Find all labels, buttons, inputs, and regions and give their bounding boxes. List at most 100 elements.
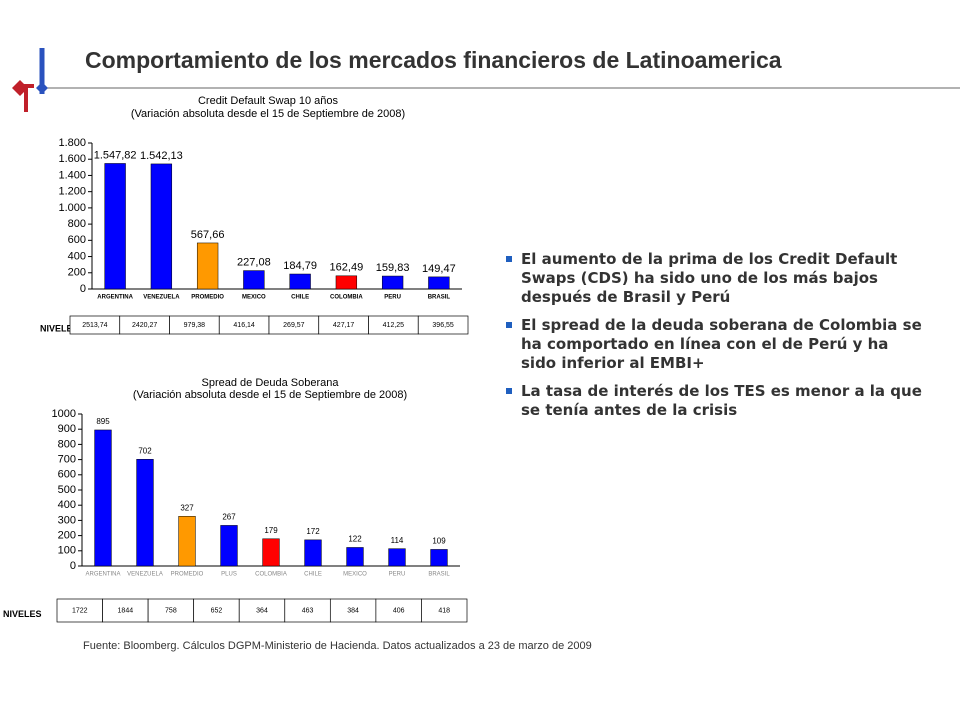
bar (388, 548, 406, 567)
bar (289, 273, 311, 290)
value-label: 114 (391, 536, 404, 545)
x-tick-label: VENEZUELA (127, 572, 163, 578)
y-tick-label: 900 (58, 423, 76, 435)
slide-title: Comportamiento de los mercados financier… (85, 47, 782, 73)
table-value: 758 (165, 607, 177, 614)
table-value: 416,14 (233, 322, 255, 329)
x-tick-label: MEXICO (242, 295, 266, 301)
table-value: 412,25 (383, 322, 405, 329)
bar (428, 276, 450, 290)
bar (150, 163, 173, 290)
bar (220, 525, 238, 567)
value-label: 895 (96, 417, 110, 426)
table-value: 364 (256, 607, 268, 614)
x-tick-label: PROMEDIO (191, 295, 224, 301)
x-tick-label: VENEZUELA (143, 295, 180, 301)
table-value: 427,17 (333, 322, 355, 329)
table-cell (421, 598, 468, 623)
logo-diamond-red (12, 80, 28, 96)
value-label: 162,49 (330, 262, 364, 274)
value-label: 1.547,82 (94, 149, 137, 161)
logo-diamond-blue (36, 82, 48, 94)
table-value: 418 (438, 607, 450, 614)
x-tick-label: ARGENTINA (85, 572, 120, 578)
y-tick-label: 1.800 (58, 137, 86, 149)
bar (335, 275, 358, 290)
y-tick-label: 1000 (52, 408, 76, 420)
y-tick-label: 600 (58, 469, 76, 481)
bar (381, 275, 404, 290)
x-tick-label: CHILE (291, 295, 309, 301)
table-value: 2513,74 (82, 322, 107, 329)
x-tick-label: ARGENTINA (97, 295, 133, 301)
table-value: 384 (347, 607, 359, 614)
x-tick-label: COLOMBIA (330, 295, 363, 301)
table-value: 463 (302, 607, 314, 614)
table-value: 652 (211, 607, 223, 614)
x-tick-label: BRASIL (428, 295, 451, 301)
table-value: 2420,27 (132, 322, 157, 329)
x-tick-label: COLOMBIA (255, 572, 287, 578)
table-cell (417, 315, 469, 335)
bar (104, 163, 126, 290)
value-label: 267 (222, 513, 236, 522)
y-tick-label: 0 (70, 560, 76, 572)
bar (346, 547, 364, 567)
y-tick-label: 1.600 (58, 153, 86, 165)
table-label: NIVELES (3, 609, 42, 619)
value-label: 179 (264, 526, 278, 535)
value-label: 184,79 (283, 260, 317, 272)
y-tick-label: 1.000 (58, 202, 86, 214)
x-tick-label: PERU (389, 572, 406, 578)
value-label: 172 (306, 527, 320, 536)
bar (178, 516, 196, 567)
bullet-list: El aumento de la prima de los Credit Def… (505, 250, 925, 429)
bar (262, 538, 280, 567)
bar (94, 429, 112, 567)
value-label: 327 (180, 503, 194, 512)
value-label: 109 (432, 537, 446, 546)
bullet: El spread de la deuda soberana de Colomb… (505, 316, 925, 373)
table-value: 1722 (72, 607, 88, 614)
chart-subtitle: (Variación absoluta desde el 15 de Septi… (133, 389, 407, 401)
y-tick-label: 500 (58, 484, 76, 496)
y-tick-label: 200 (58, 530, 76, 542)
y-tick-label: 100 (58, 545, 76, 557)
x-tick-label: CHILE (304, 572, 322, 578)
y-tick-label: 200 (68, 267, 86, 279)
bar (430, 549, 448, 567)
table-value: 269,57 (283, 322, 305, 329)
x-tick-label: PLUS (221, 572, 237, 578)
value-label: 1.542,13 (140, 150, 183, 162)
value-label: 159,83 (376, 262, 410, 274)
y-tick-label: 0 (80, 283, 86, 295)
value-label: 122 (348, 535, 362, 544)
x-tick-label: MEXICO (343, 572, 367, 578)
table-label: NIVELES (40, 323, 79, 333)
bullet: El aumento de la prima de los Credit Def… (505, 250, 925, 307)
y-tick-label: 1.200 (58, 186, 86, 198)
chart-subtitle: (Variación absoluta desde el 15 de Septi… (131, 108, 405, 120)
value-label: 567,66 (191, 229, 225, 241)
bar (136, 459, 154, 567)
chart-title: Spread de Deuda Soberana (202, 377, 340, 389)
value-label: 227,08 (237, 256, 271, 268)
table-value: 1844 (118, 607, 134, 614)
bar (243, 270, 265, 290)
x-tick-label: PROMEDIO (171, 572, 204, 578)
table-value: 396,55 (432, 322, 454, 329)
x-tick-label: BRASIL (428, 572, 450, 578)
bar (196, 242, 219, 290)
y-tick-label: 800 (58, 438, 76, 450)
source-note: Fuente: Bloomberg. Cálculos DGPM-Ministe… (83, 640, 592, 652)
y-tick-label: 1.400 (58, 169, 86, 181)
bullet: La tasa de interés de los TES es menor a… (505, 382, 925, 420)
x-tick-label: PERU (384, 295, 401, 301)
value-label: 702 (138, 446, 152, 455)
y-tick-label: 600 (68, 234, 86, 246)
table-value: 979,38 (184, 322, 206, 329)
y-tick-label: 800 (68, 218, 86, 230)
chart-title: Credit Default Swap 10 años (198, 95, 339, 107)
